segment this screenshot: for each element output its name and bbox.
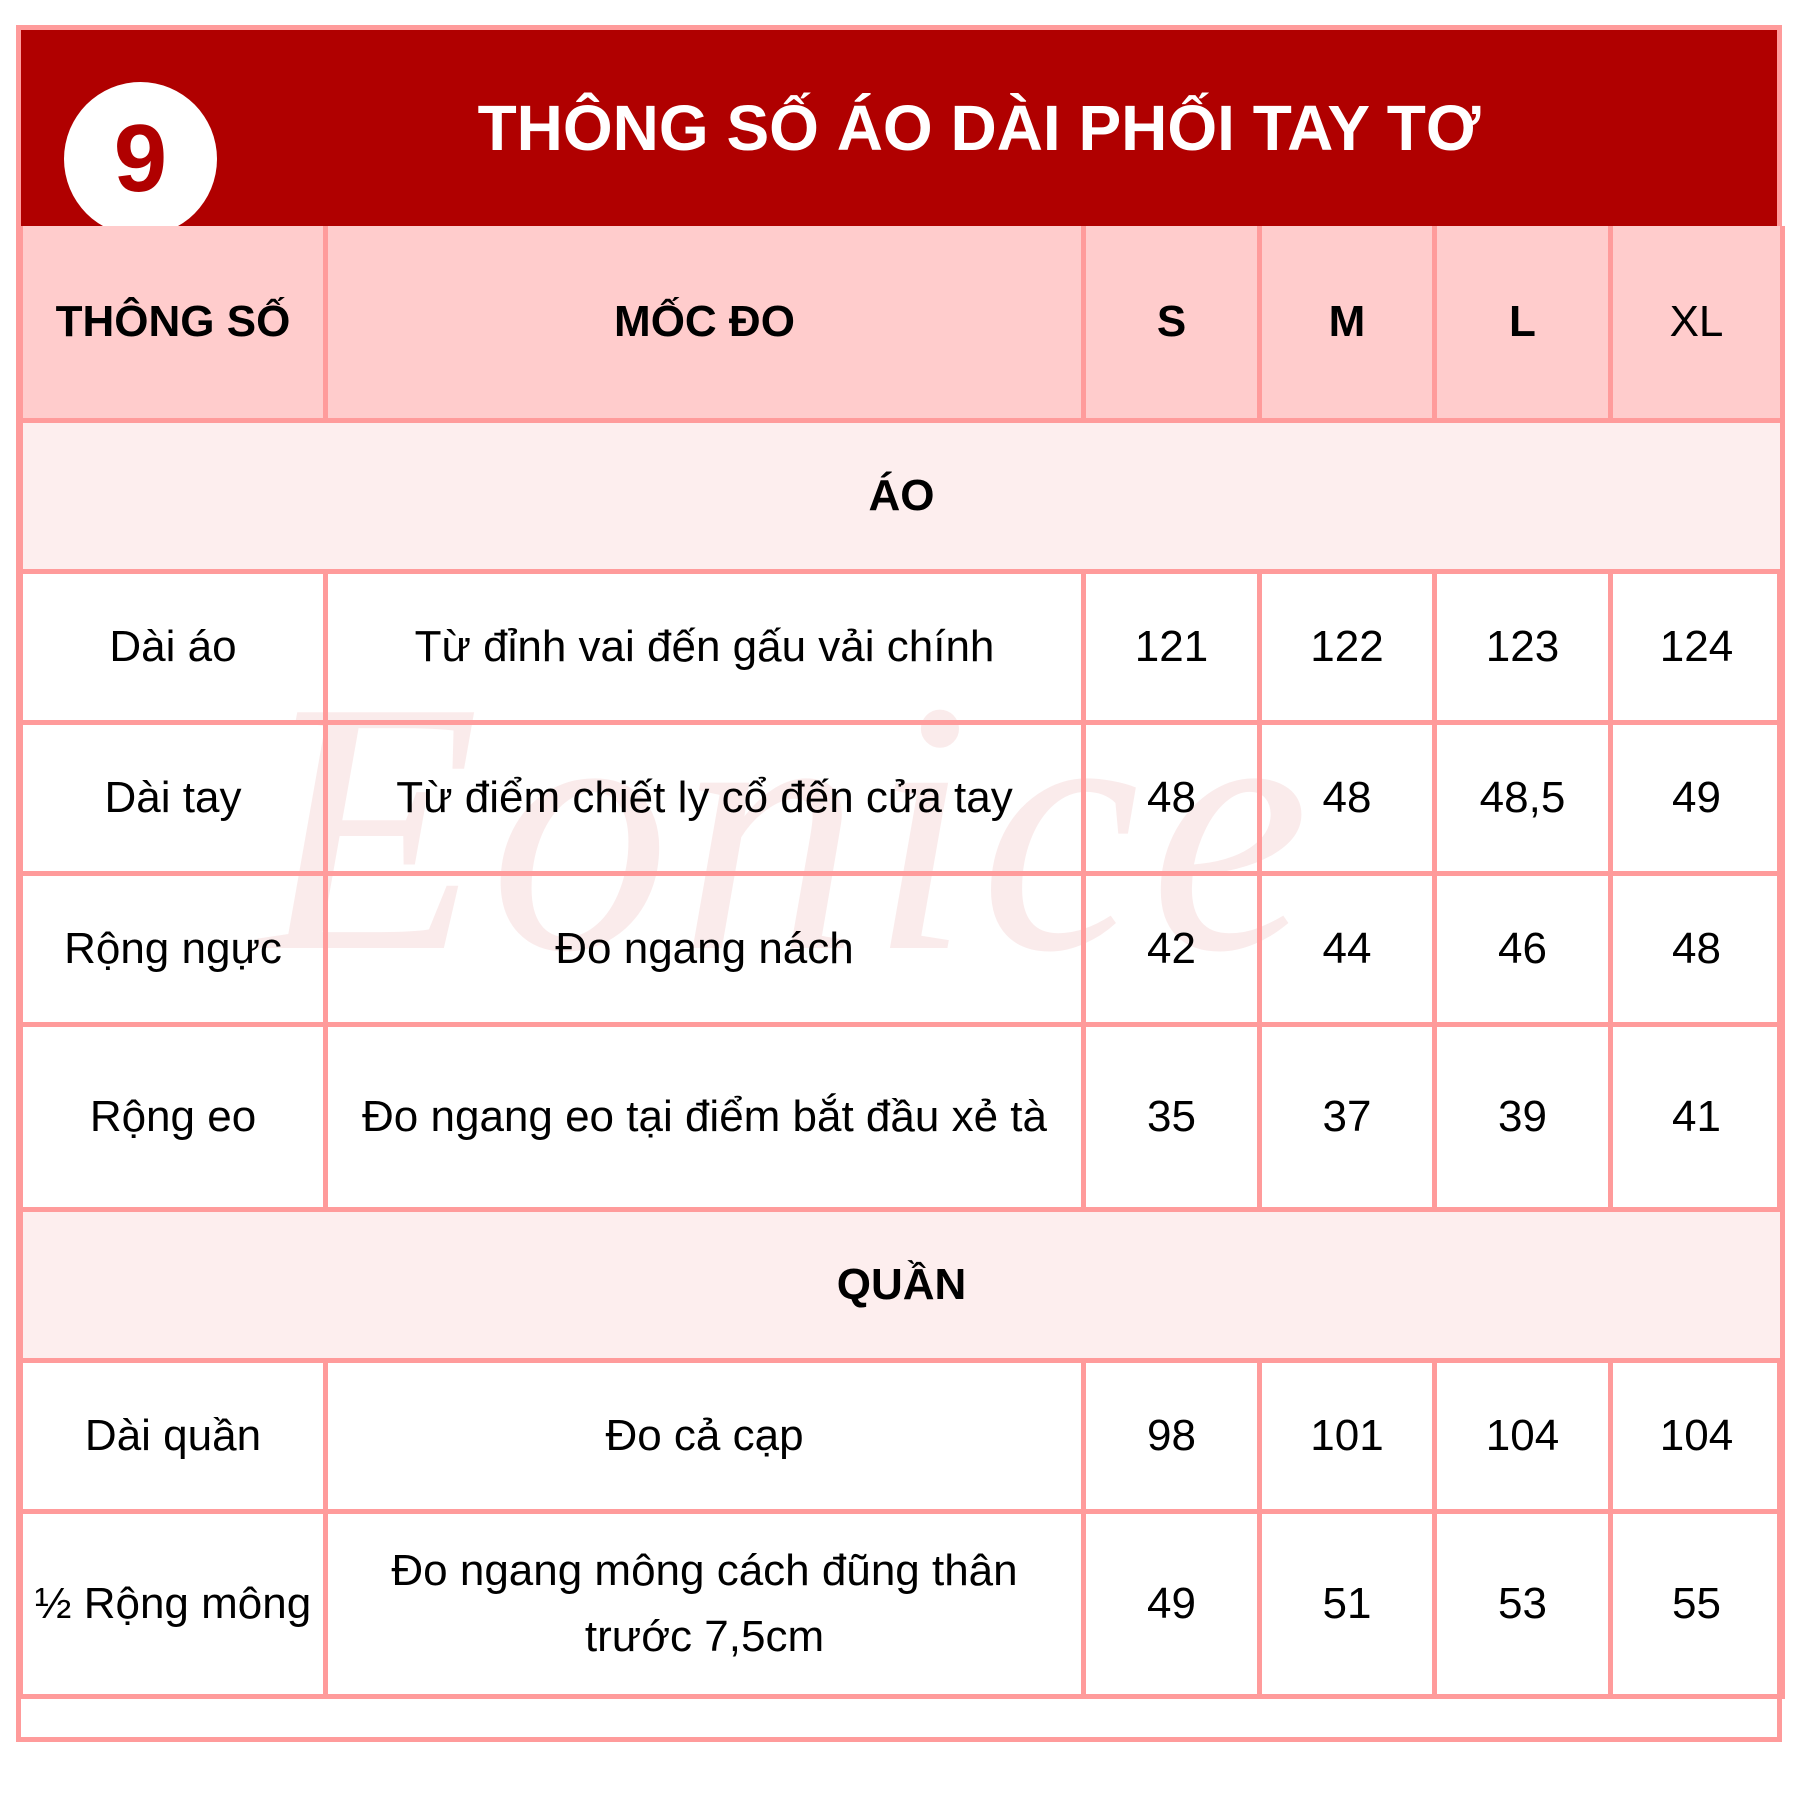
measure-point: Đo ngang nách	[323, 871, 1086, 1027]
value-s: 98	[1081, 1358, 1262, 1514]
header-row: THÔNG SỐ MỐC ĐO S M L XL	[18, 226, 1785, 423]
value-s: 42	[1081, 871, 1262, 1027]
spec-name: Rộng eo	[18, 1022, 328, 1212]
table-row: Rộng ngực Đo ngang nách 42 44 46 48	[18, 871, 1785, 1027]
col-header-l: L	[1432, 226, 1613, 423]
value-l: 46	[1432, 871, 1613, 1027]
col-header-m: M	[1257, 226, 1437, 423]
spec-name: Rộng ngực	[18, 871, 328, 1027]
measure-point: Từ điểm chiết ly cổ đến cửa tay	[323, 720, 1086, 876]
value-s: 48	[1081, 720, 1262, 876]
value-m: 51	[1257, 1509, 1437, 1699]
spec-name: ½ Rộng mông	[18, 1509, 328, 1699]
value-l: 48,5	[1432, 720, 1613, 876]
measure-point: Đo ngang eo tại điểm bắt đầu xẻ tà	[323, 1022, 1086, 1212]
spec-name: Dài quần	[18, 1358, 328, 1514]
size-table: THÔNG SỐ MỐC ĐO S M L XL ÁO Dài áo Từ đỉnh…	[18, 226, 1785, 1699]
value-m: 122	[1257, 569, 1437, 725]
table-row: Dài quần Đo cả cạp 98 101 104 104	[18, 1358, 1785, 1514]
page-title: THÔNG SỐ ÁO DÀI PHỐI TAY TƠ	[477, 92, 1481, 164]
section-title: QUẦN	[18, 1207, 1785, 1363]
value-xl: 55	[1608, 1509, 1785, 1699]
section-title: ÁO	[18, 418, 1785, 574]
section-row: QUẦN	[18, 1207, 1785, 1363]
table-row: ½ Rộng mông Đo ngang mông cách đũng thân …	[18, 1509, 1785, 1699]
value-s: 121	[1081, 569, 1262, 725]
spec-name: Dài áo	[18, 569, 328, 725]
value-l: 39	[1432, 1022, 1613, 1212]
value-l: 53	[1432, 1509, 1613, 1699]
value-m: 44	[1257, 871, 1437, 1027]
value-s: 35	[1081, 1022, 1262, 1212]
value-l: 104	[1432, 1358, 1613, 1514]
title-bar: 9 THÔNG SỐ ÁO DÀI PHỐI TAY TƠ	[21, 30, 1777, 236]
value-xl: 104	[1608, 1358, 1785, 1514]
measure-point: Từ đỉnh vai đến gấu vải chính	[323, 569, 1086, 725]
value-xl: 49	[1608, 720, 1785, 876]
measure-point: Đo ngang mông cách đũng thân trước 7,5cm	[323, 1509, 1086, 1699]
table-row: Dài tay Từ điểm chiết ly cổ đến cửa tay 48…	[18, 720, 1785, 876]
value-l: 123	[1432, 569, 1613, 725]
section-row: ÁO	[18, 418, 1785, 574]
col-header-s: S	[1081, 226, 1262, 423]
table-row: Dài áo Từ đỉnh vai đến gấu vải chính 121 12…	[18, 569, 1785, 725]
spec-name: Dài tay	[18, 720, 328, 876]
col-header-spec: THÔNG SỐ	[18, 226, 328, 423]
value-m: 101	[1257, 1358, 1437, 1514]
value-xl: 41	[1608, 1022, 1785, 1212]
col-header-measure: MỐC ĐO	[323, 226, 1086, 423]
value-m: 37	[1257, 1022, 1437, 1212]
value-s: 49	[1081, 1509, 1262, 1699]
value-m: 48	[1257, 720, 1437, 876]
value-xl: 48	[1608, 871, 1785, 1027]
value-xl: 124	[1608, 569, 1785, 725]
measure-point: Đo cả cạp	[323, 1358, 1086, 1514]
col-header-xl: XL	[1608, 226, 1785, 423]
number-badge: 9	[64, 82, 217, 236]
table-row: Rộng eo Đo ngang eo tại điểm bắt đầu xẻ t…	[18, 1022, 1785, 1212]
